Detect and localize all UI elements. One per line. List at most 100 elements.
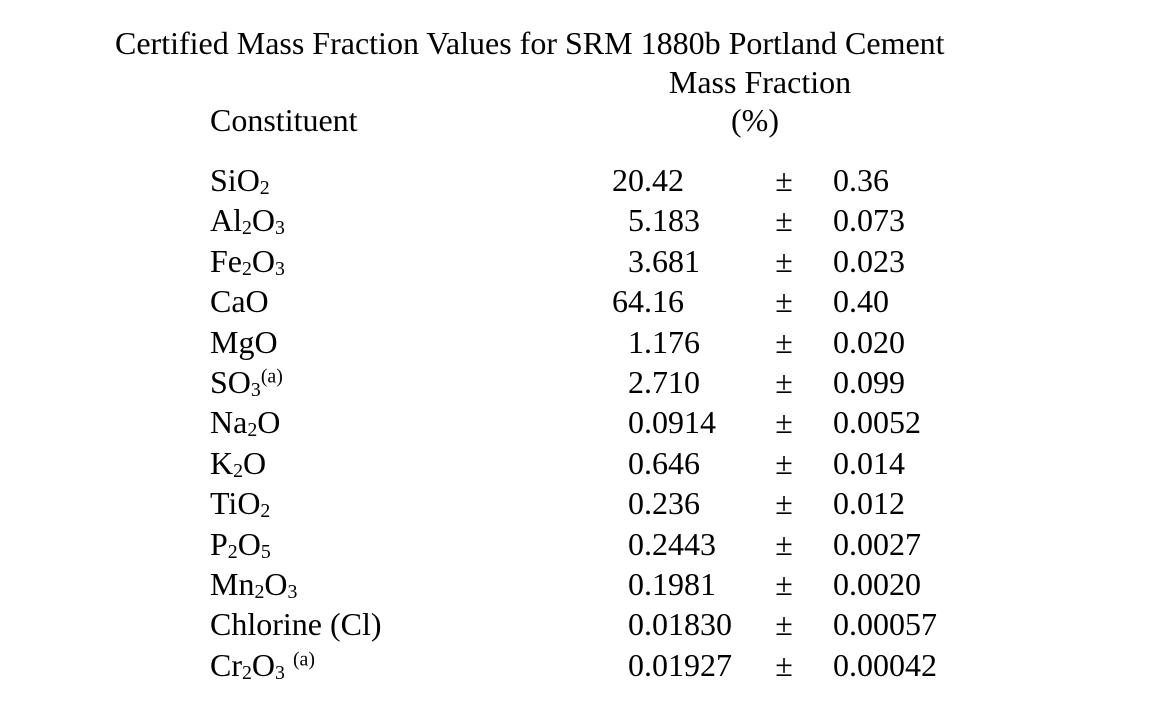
value-fraction-part: .236	[644, 485, 700, 522]
constituent-label: P2O5	[210, 524, 605, 564]
value-fraction-part: .42	[644, 162, 684, 198]
value-cell: 0.01830	[605, 604, 749, 644]
value-integer-part: 0	[628, 485, 644, 522]
table-row: Cr2O3 (a) 0.01927 ± 0.00042	[210, 645, 937, 685]
uncertainty-cell: 0.023	[833, 242, 905, 279]
uncertainty-cell: 0.099	[833, 364, 905, 401]
value-fraction-part: .710	[644, 364, 700, 401]
value-cell: 5.183	[605, 200, 749, 240]
uncertainty-cell: 0.0020	[833, 566, 921, 603]
table-row: SO3(a) 2.710 ± 0.099	[210, 362, 937, 402]
constituent-label: Mn2O3	[210, 564, 605, 604]
constituent-part: 2	[247, 419, 258, 442]
value-integer-part: 0	[628, 646, 644, 683]
constituent-label: Na2O	[210, 402, 605, 442]
constituent-part: Fe	[210, 242, 242, 279]
table-row: Al2O3 5.183 ± 0.073	[210, 200, 937, 240]
constituent-part: SO	[210, 364, 251, 401]
uncertainty-cell: 0.40	[833, 283, 889, 320]
value-cell: 64.16	[605, 281, 749, 321]
value-fraction-part: .01830	[644, 606, 732, 643]
value-integer-part: 0	[628, 444, 644, 481]
constituent-part: CaO	[210, 283, 269, 320]
constituent-part: 3	[275, 662, 285, 685]
plus-minus-symbol: ±	[775, 566, 793, 603]
value-integer-part: 1	[628, 323, 644, 360]
value-integer-part: 0	[628, 525, 644, 562]
value-integer-part: 0	[628, 606, 644, 643]
constituent-part: O	[257, 404, 281, 441]
constituent-part: P	[210, 525, 228, 562]
value-fraction-part: .16	[644, 283, 684, 320]
table-row: Fe2O3 3.681 ± 0.023	[210, 241, 937, 281]
constituent-part: 3	[287, 581, 298, 604]
constituent-part: 2	[233, 460, 244, 483]
plus-minus-symbol: ±	[775, 323, 793, 360]
uncertainty-cell: 0.00057	[833, 606, 937, 643]
constituent-label: Al2O3	[210, 200, 605, 240]
column-header-constituent: Constituent	[210, 102, 358, 138]
value-integer-part: 0	[628, 566, 644, 603]
value-fraction-part: .0914	[644, 404, 716, 441]
value-fraction-part: .681	[644, 242, 700, 279]
value-cell: 0.1981	[605, 564, 749, 604]
constituent-part: Al	[210, 202, 242, 239]
value-integer-part: 0	[628, 404, 644, 441]
value-integer-part: 5	[628, 202, 644, 239]
plus-minus-symbol: ±	[775, 404, 793, 441]
uncertainty-cell: 0.020	[833, 323, 905, 360]
value-integer-part: 20	[612, 162, 644, 198]
constituent-part: (a)	[260, 365, 283, 388]
constituent-part: O	[251, 242, 276, 279]
table-row: MgO 1.176 ± 0.020	[210, 322, 937, 362]
table-row: CaO 64.16 ± 0.40	[210, 281, 937, 321]
constituent-part: 2	[259, 177, 270, 200]
constituent-part: 5	[260, 540, 271, 563]
value-cell: 0.0914	[605, 402, 749, 442]
constituent-part: 2	[227, 540, 238, 563]
plus-minus-symbol: ±	[775, 444, 793, 481]
constituent-part: O	[251, 646, 276, 683]
constituent-label: SO3(a)	[210, 362, 605, 402]
constituent-part: O	[237, 525, 261, 562]
value-cell: 0.01927	[605, 645, 749, 685]
value-cell: 2.710	[605, 362, 749, 402]
plus-minus-symbol: ±	[775, 283, 793, 320]
constituent-part: Na	[210, 404, 248, 441]
constituent-label: Cr2O3 (a)	[210, 645, 605, 685]
table-row: Chlorine (Cl) 0.01830 ± 0.00057	[210, 604, 937, 644]
constituent-label: Chlorine (Cl)	[210, 604, 605, 644]
uncertainty-cell: 0.073	[833, 202, 905, 239]
constituent-part: Chlorine (Cl)	[210, 606, 382, 643]
table-row: Na2O 0.0914 ± 0.0052	[210, 402, 937, 442]
value-fraction-part: .176	[644, 323, 700, 360]
constituent-part: 3	[250, 379, 261, 402]
constituent-label: MgO	[210, 322, 605, 362]
value-fraction-part: .1981	[644, 566, 716, 603]
plus-minus-symbol: ±	[775, 485, 793, 522]
constituent-part: O	[243, 444, 267, 481]
table-row: K2O 0.646 ± 0.014	[210, 443, 937, 483]
constituent-part: K	[210, 444, 234, 481]
constituent-part: TiO	[210, 485, 261, 522]
value-cell: 0.236	[605, 483, 749, 523]
value-fraction-part: .646	[644, 444, 700, 481]
value-fraction-part: .183	[644, 202, 700, 239]
value-fraction-part: .2443	[644, 525, 716, 562]
value-fraction-part: .01927	[644, 646, 732, 683]
uncertainty-cell: 0.0027	[833, 525, 921, 562]
constituent-label: CaO	[210, 281, 605, 321]
constituent-part: 2	[260, 500, 271, 523]
value-cell: 3.681	[605, 241, 749, 281]
table-row: Mn2O3 0.1981 ± 0.0020	[210, 564, 937, 604]
column-header-percent-unit: (%)	[731, 102, 779, 138]
value-integer-part: 2	[628, 364, 644, 401]
value-integer-part: 64	[612, 283, 644, 320]
constituent-part: O	[264, 566, 288, 603]
plus-minus-symbol: ±	[775, 606, 793, 643]
constituent-part: 2	[242, 662, 252, 685]
constituent-part: O	[251, 202, 276, 239]
constituent-label: K2O	[210, 443, 605, 483]
constituent-part: MgO	[210, 323, 278, 360]
